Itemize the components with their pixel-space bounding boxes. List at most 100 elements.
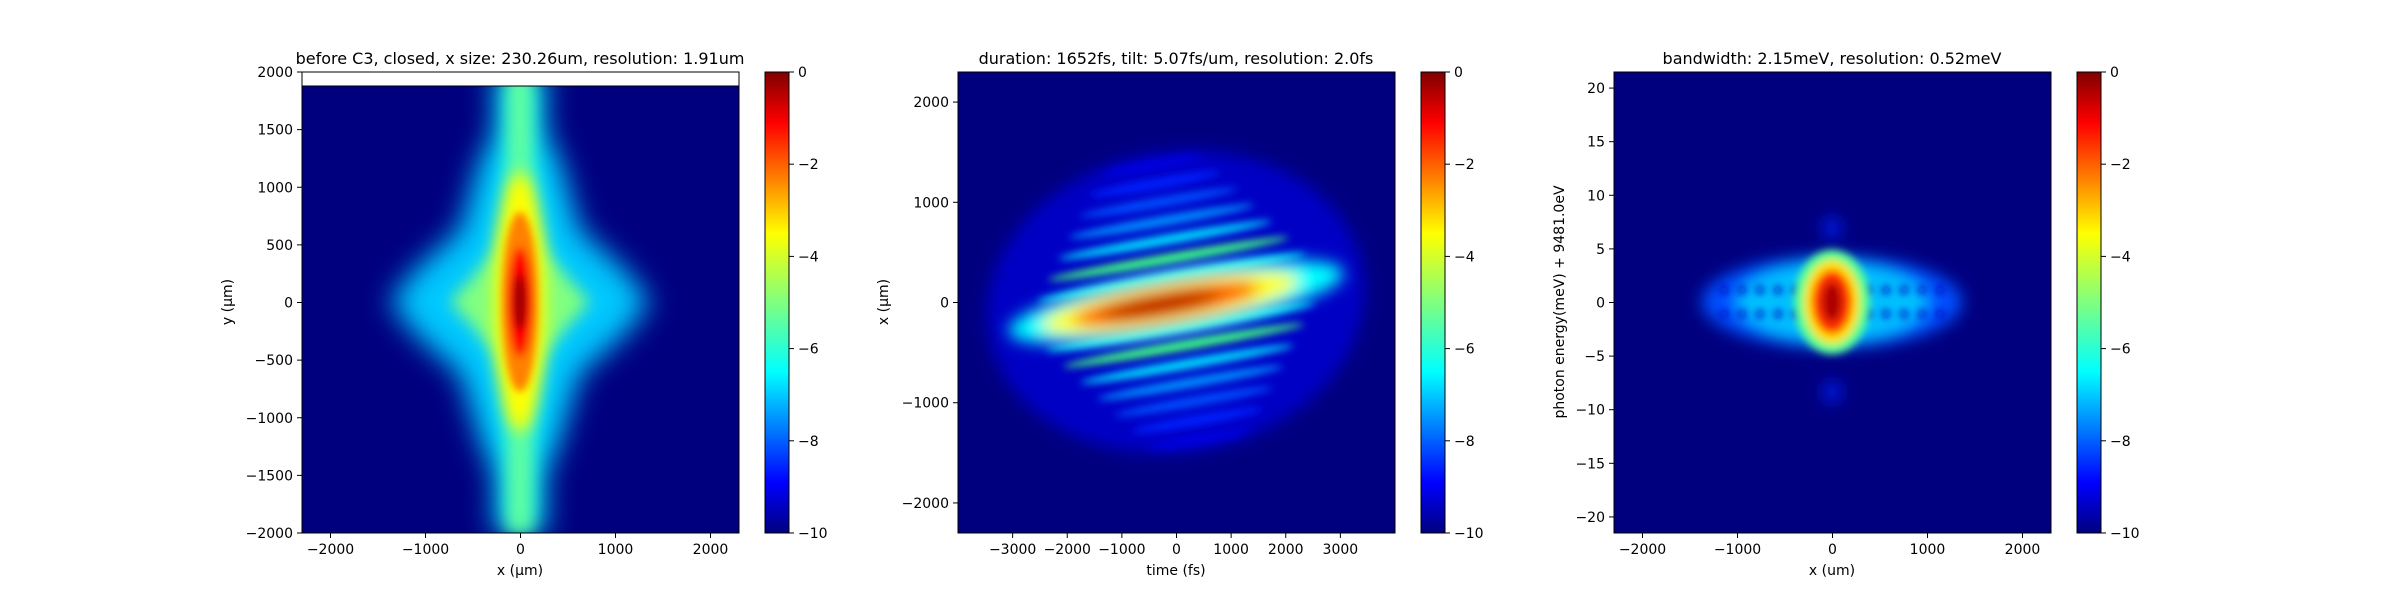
y-tick-label: 0 — [940, 296, 949, 312]
y-tick-label: −2000 — [246, 526, 293, 542]
x-tick-label: −1000 — [1098, 542, 1145, 558]
panel-2-x-label: time (fs) — [1146, 563, 1205, 579]
spectral-dot — [1720, 286, 1728, 294]
panel-3-y-label: photon energy(meV) + 9481.0eV — [1552, 185, 1568, 418]
fringe — [1090, 171, 1221, 197]
panel-3: bandwidth: 2.15meV, resolution: 0.52meV … — [1552, 49, 2140, 579]
spectral-dot — [1882, 310, 1890, 318]
y-tick-label: −500 — [255, 353, 293, 369]
panel-1-y-label: y (μm) — [220, 279, 236, 325]
spectral-dot — [1918, 310, 1926, 318]
fringe — [1058, 220, 1272, 260]
y-tick-label: 0 — [1596, 296, 1605, 312]
x-tick-label: 1000 — [1910, 542, 1946, 558]
panel-3-heatmap — [1614, 72, 2051, 533]
y-tick-label: −15 — [1575, 456, 1605, 472]
colorbar-tick-label: −6 — [1454, 342, 1475, 358]
spectral-dot — [1756, 286, 1764, 294]
y-tick-label: −2000 — [902, 496, 949, 512]
panel-2-title: duration: 1652fs, tilt: 5.07fs/um, resol… — [979, 49, 1374, 68]
y-tick-label: 2000 — [257, 65, 293, 81]
colorbar-tick-label: −2 — [798, 157, 819, 173]
colorbar-tick-label: −2 — [2110, 157, 2131, 173]
y-tick-label: −1000 — [246, 411, 293, 427]
y-tick-label: 20 — [1587, 81, 1605, 97]
panel-3-x-label: x (um) — [1809, 563, 1855, 579]
panel-2-y-label: x (μm) — [876, 279, 892, 325]
spectral-dot — [1756, 310, 1764, 318]
y-tick-label: −1500 — [246, 468, 293, 484]
x-tick-label: 1000 — [598, 542, 634, 558]
panel-1-x-ticks: −2000 −1000 0 1000 2000 — [307, 533, 729, 558]
panel-3-y-ticks: −20 −15 −10 −5 0 5 10 15 20 — [1575, 81, 1614, 526]
x-tick-label: 2000 — [2005, 542, 2041, 558]
panel-2-colorbar — [1420, 71, 1446, 534]
y-tick-label: −10 — [1575, 403, 1605, 419]
y-tick-label: 500 — [266, 238, 293, 254]
fringe — [1063, 323, 1304, 368]
spectral-dot — [1900, 310, 1908, 318]
x-tick-label: −1000 — [1714, 542, 1761, 558]
panel-1-title: before C3, closed, x size: 230.26um, res… — [296, 49, 745, 68]
y-tick-label: 0 — [284, 296, 293, 312]
fringe — [1097, 365, 1283, 400]
spectral-dot — [1918, 286, 1926, 294]
spectral-dot — [1936, 310, 1944, 318]
x-tick-label: 2000 — [1268, 542, 1304, 558]
panel-3-colorbar — [2076, 71, 2102, 534]
spectral-dot — [1882, 286, 1890, 294]
colorbar-tick-label: −4 — [1454, 249, 1475, 265]
panel-2-heatmap — [958, 72, 1395, 533]
spectral-dot — [1774, 286, 1782, 294]
y-tick-label: 15 — [1587, 135, 1605, 151]
panel-3-x-ticks: −2000 −1000 0 1000 2000 — [1619, 533, 2041, 558]
panel-2: duration: 1652fs, tilt: 5.07fs/um, resol… — [876, 49, 1484, 579]
fringe — [1069, 204, 1255, 239]
fringe — [1079, 187, 1238, 218]
spectral-dot — [1936, 286, 1944, 294]
x-tick-label: 3000 — [1323, 542, 1359, 558]
panel-3-title: bandwidth: 2.15meV, resolution: 0.52meV — [1663, 49, 2002, 68]
spectral-dot — [1738, 310, 1746, 318]
y-tick-label: −1000 — [902, 396, 949, 412]
fringe — [1080, 344, 1294, 384]
fringe — [1114, 386, 1273, 417]
x-tick-label: 0 — [516, 542, 525, 558]
panel-1-colorbar — [764, 71, 790, 534]
colorbar-tick-label: −10 — [1454, 526, 1484, 542]
y-tick-label: 1500 — [257, 123, 293, 139]
spectral-dot — [1738, 286, 1746, 294]
colorbar-tick-label: 0 — [798, 65, 807, 81]
colorbar-tick-label: −6 — [2110, 342, 2131, 358]
x-tick-label: −2000 — [1619, 542, 1666, 558]
spectral-dot — [1900, 286, 1908, 294]
fringe — [1131, 407, 1262, 433]
panel-2-y-ticks: −2000 −1000 0 1000 2000 — [902, 95, 958, 512]
panel-2-colorbar-ticks: 0 −2 −4 −6 −8 −10 — [1445, 65, 1484, 542]
fringe — [1148, 428, 1252, 450]
colorbar-tick-label: −2 — [1454, 157, 1475, 173]
y-tick-label: 10 — [1587, 188, 1605, 204]
colorbar-tick-label: 0 — [1454, 65, 1463, 81]
x-tick-label: 0 — [1828, 542, 1837, 558]
colorbar-tick-label: 0 — [2110, 65, 2119, 81]
x-tick-label: −1000 — [402, 542, 449, 558]
y-tick-label: 5 — [1596, 242, 1605, 258]
panel-1-x-label: x (μm) — [497, 563, 543, 579]
panel-1: before C3, closed, x size: 230.26um, res… — [220, 49, 828, 579]
panel-1-heatmap — [302, 72, 739, 533]
colorbar-tick-label: −10 — [2110, 526, 2140, 542]
spectral-dot — [1774, 310, 1782, 318]
spectral-dot — [1720, 310, 1728, 318]
y-tick-label: 2000 — [913, 95, 949, 111]
colorbar-tick-label: −10 — [798, 526, 828, 542]
x-tick-label: 2000 — [693, 542, 729, 558]
colorbar-tick-label: −8 — [2110, 434, 2131, 450]
colorbar-tick-label: −6 — [798, 342, 819, 358]
y-tick-label: −20 — [1575, 510, 1605, 526]
x-tick-label: 1000 — [1213, 542, 1249, 558]
panel-1-colorbar-ticks: 0 −2 −4 −6 −8 −10 — [789, 65, 828, 542]
panel-2-x-ticks: −3000 −2000 −1000 0 1000 2000 3000 — [989, 533, 1358, 558]
x-tick-label: 0 — [1172, 542, 1181, 558]
